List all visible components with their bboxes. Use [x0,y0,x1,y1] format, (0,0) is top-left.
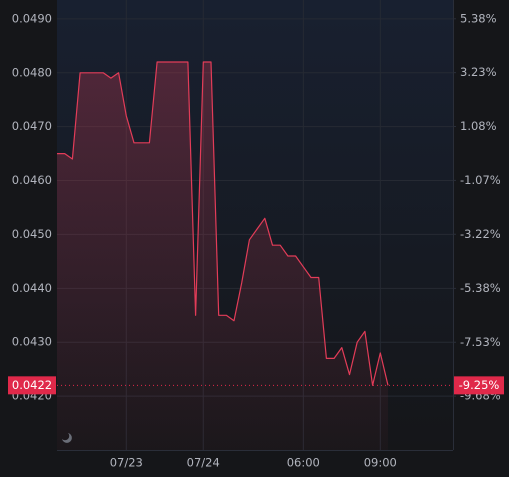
x-tick-label: 09:00 [364,456,397,470]
y-tick-label: 0.0430 [12,335,52,349]
area [57,62,388,450]
labels: 0.0490 0.0480 0.0470 0.0460 0.0450 0.0440 0.04… [8,11,504,470]
y-tick-label: 0.0470 [12,119,52,133]
y2-tick-label: -1.07% [460,173,501,187]
last-change-box [454,376,504,395]
last-price-box [8,376,56,395]
x-tick-label: 06:00 [287,456,320,470]
line [57,61,389,386]
last-change-label: -9.25% [459,378,500,392]
y-tick-label: 0.0450 [12,227,52,241]
y2-tick-label: 1.08% [460,119,497,133]
y2-tick-label: -5.38% [460,281,501,295]
x-tick-label: 07/24 [187,456,220,470]
y2-tick-label: -3.22% [460,227,501,241]
y-tick-label: 0.0480 [12,65,52,79]
y2-tick-label: -7.53% [460,335,501,349]
y-tick-label: 0.0460 [12,173,52,187]
theme-icon[interactable] [62,433,72,443]
last-price-label: 0.0422 [12,378,52,392]
y2-tick-label: 5.38% [460,11,497,25]
y-tick-label: 0.0490 [12,11,52,25]
y-tick-label: 0.0440 [12,281,52,295]
data [57,61,453,450]
x-tick-label: 07/23 [110,456,143,470]
y2-tick-label: 3.23% [460,65,497,79]
